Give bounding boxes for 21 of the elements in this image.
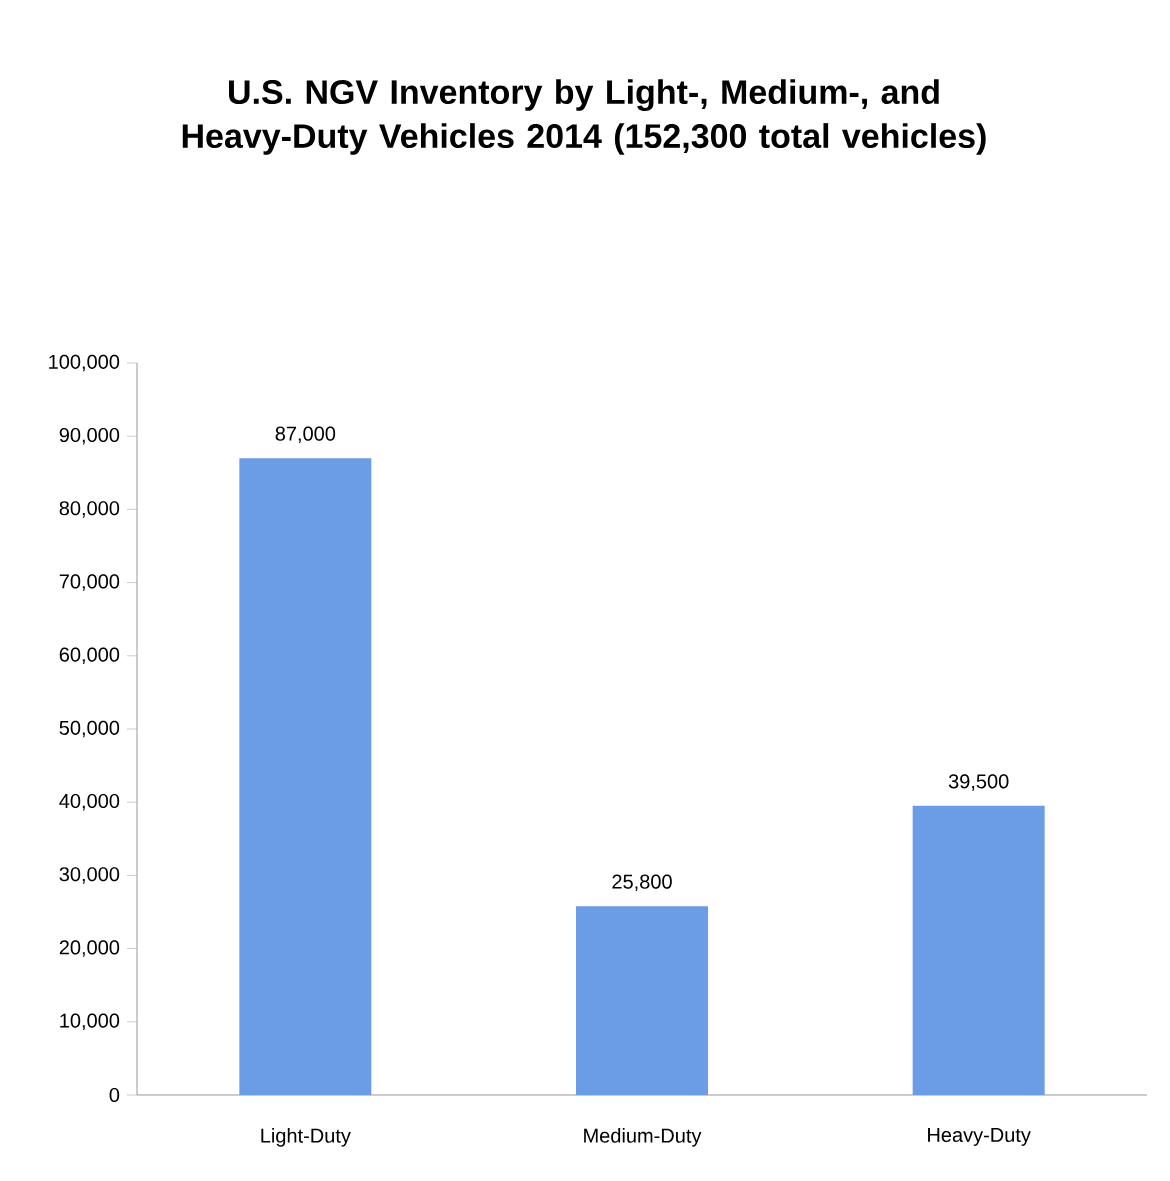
y-tick-label: 20,000 [59, 940, 120, 957]
data-label: 25,800 [612, 874, 672, 892]
bar [576, 906, 708, 1095]
y-tick-label: 70,000 [59, 574, 120, 591]
y-tick-label: 100,000 [49, 354, 120, 372]
y-tick-label: 50,000 [59, 720, 120, 738]
y-tick-label: 40,000 [59, 793, 120, 811]
x-tick-label: Heavy-Duty [928, 1128, 1031, 1146]
chart-title: U.S. NGV Inventory by Light-, Medium-, and Heavy-Duty Vehicles 2014 (152,300 total vehicles) [182, 79, 986, 155]
x-tick-label: Light-Duty [261, 1128, 351, 1147]
y-tick-label: 60,000 [59, 647, 120, 665]
data-label: 39,500 [948, 774, 1009, 791]
y-tick-label: 80,000 [59, 501, 120, 518]
x-tick-label: Medium-Duty [584, 1128, 702, 1147]
bar [239, 458, 372, 1095]
bar [912, 805, 1045, 1095]
y-tick-label: 30,000 [59, 867, 120, 884]
y-tick-label: 90,000 [59, 427, 120, 445]
y-tick-label: 0 [109, 1087, 120, 1103]
data-label: 87,000 [275, 426, 336, 444]
y-tick-label: 10,000 [60, 1013, 120, 1031]
